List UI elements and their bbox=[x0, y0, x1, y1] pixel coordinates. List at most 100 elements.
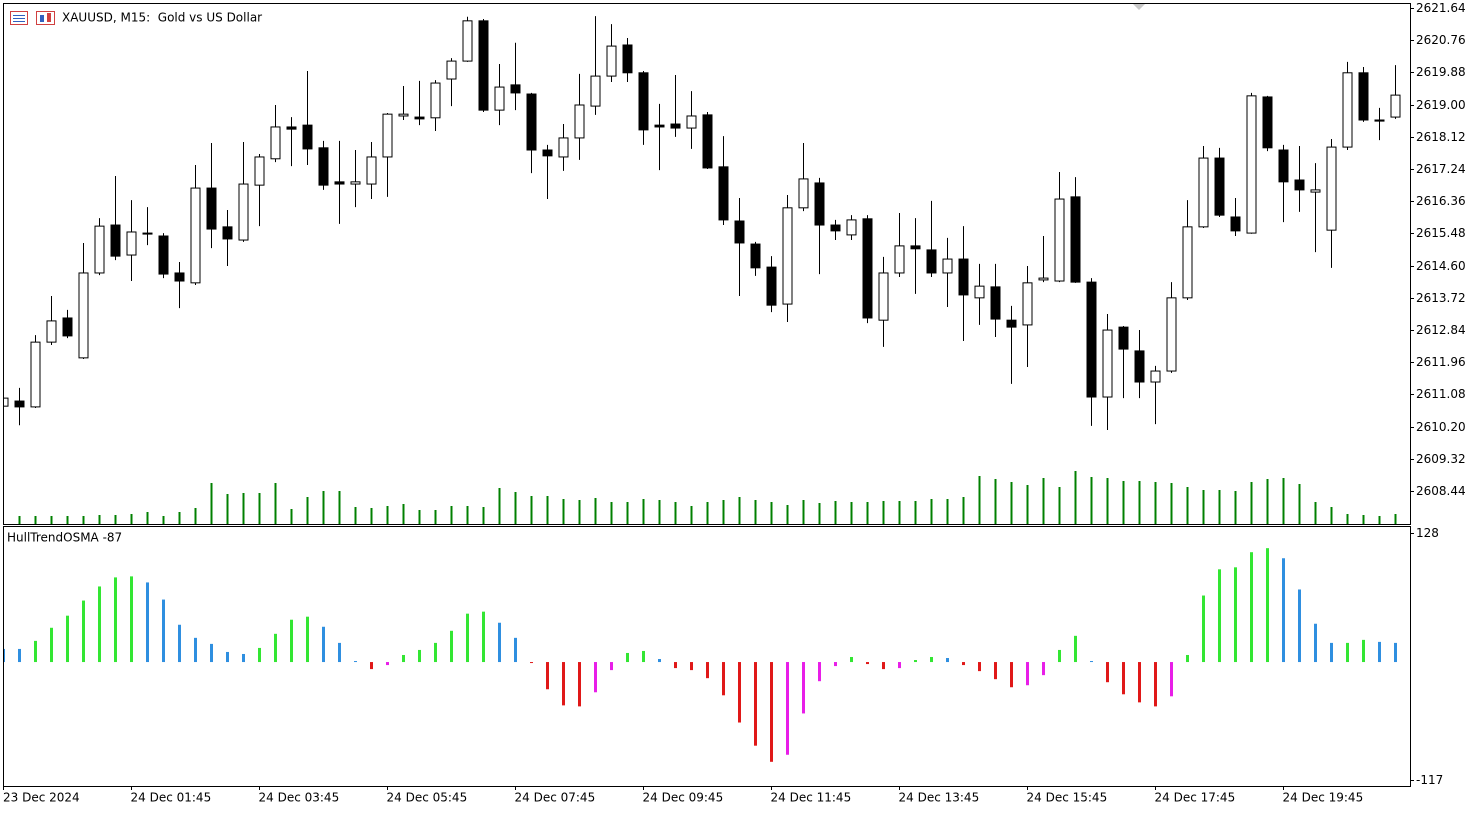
volume-bar bbox=[1330, 507, 1333, 524]
volume-bar bbox=[354, 507, 357, 524]
volume-bar bbox=[1170, 483, 1173, 524]
volume-bar bbox=[50, 516, 53, 524]
histogram-bar bbox=[114, 577, 117, 663]
histogram-bar bbox=[1394, 642, 1397, 663]
candle-body bbox=[366, 156, 377, 185]
volume-bar bbox=[722, 500, 725, 524]
volume-bar bbox=[1282, 478, 1285, 524]
histogram-bar bbox=[1362, 639, 1365, 663]
candle-body bbox=[1118, 326, 1129, 350]
candle-body bbox=[94, 225, 105, 274]
histogram-bar bbox=[402, 654, 405, 663]
x-tick-label: 24 Dec 13:45 bbox=[899, 791, 980, 805]
histogram-bar bbox=[834, 662, 837, 667]
histogram-bar bbox=[82, 600, 85, 663]
y-tick-label: 2616.36 bbox=[1416, 194, 1466, 208]
candle-body bbox=[846, 219, 857, 236]
volume-bar bbox=[1202, 490, 1205, 524]
y-tick-label: 2612.84 bbox=[1416, 323, 1466, 337]
histogram-bar bbox=[1058, 649, 1061, 663]
chart-title: XAUUSD, M15: Gold vs US Dollar bbox=[62, 11, 262, 25]
candle-body bbox=[910, 245, 921, 250]
histogram-bar bbox=[962, 662, 965, 666]
histogram-bar bbox=[1202, 595, 1205, 663]
y-tick-label: 2619.88 bbox=[1416, 65, 1466, 79]
volume-bar bbox=[306, 497, 309, 524]
histogram-bar bbox=[34, 640, 37, 663]
histogram-bar bbox=[674, 662, 677, 669]
y-tick-label: 2610.20 bbox=[1416, 420, 1466, 434]
histogram-bar bbox=[610, 662, 613, 671]
histogram-bar bbox=[498, 622, 501, 663]
histogram-bar bbox=[594, 662, 597, 693]
histogram-bar bbox=[322, 626, 325, 663]
histogram-bar bbox=[50, 627, 53, 663]
x-tick-label: 24 Dec 07:45 bbox=[515, 791, 596, 805]
candle-body bbox=[78, 272, 89, 359]
volume-bar bbox=[866, 502, 869, 524]
y-tick-label: 2615.48 bbox=[1416, 226, 1466, 240]
histogram-bar bbox=[386, 662, 389, 666]
volume-bar bbox=[210, 483, 213, 524]
volume-bar bbox=[82, 516, 85, 524]
candle-body bbox=[798, 178, 809, 209]
candle-body bbox=[62, 317, 73, 337]
volume-bar bbox=[530, 496, 533, 524]
volume-bar bbox=[514, 492, 517, 524]
x-tick-label: 24 Dec 09:45 bbox=[643, 791, 724, 805]
volume-bar bbox=[834, 501, 837, 524]
histogram-bar bbox=[626, 652, 629, 663]
volume-bar bbox=[1298, 484, 1301, 524]
histogram-bar bbox=[98, 586, 101, 663]
volume-bar bbox=[930, 499, 933, 524]
volume-bar bbox=[322, 491, 325, 524]
x-tick-label: 23 Dec 2024 bbox=[3, 791, 80, 805]
histogram-bar bbox=[770, 662, 773, 762]
volume-bar bbox=[546, 496, 549, 524]
candle-body bbox=[558, 137, 569, 158]
histogram-bar bbox=[1266, 548, 1269, 663]
histogram-bar bbox=[418, 649, 421, 663]
volume-bar bbox=[786, 505, 789, 524]
histogram-bar bbox=[370, 662, 373, 670]
histogram-bar bbox=[1378, 641, 1381, 663]
candle-body bbox=[350, 181, 361, 185]
volume-bar bbox=[1074, 471, 1077, 524]
histogram-bar bbox=[466, 613, 469, 663]
histogram-bar bbox=[754, 662, 757, 746]
volume-bar bbox=[370, 508, 373, 524]
candle-body bbox=[158, 235, 169, 275]
volume-bar bbox=[882, 501, 885, 524]
y-tick-label: 2614.60 bbox=[1416, 259, 1466, 273]
candle-body bbox=[174, 272, 185, 282]
volume-bar bbox=[1154, 482, 1157, 524]
y-tick-label: 2611.08 bbox=[1416, 387, 1466, 401]
candle-body bbox=[958, 258, 969, 296]
volume-bar bbox=[162, 516, 165, 524]
volume-bar bbox=[450, 506, 453, 524]
icon bbox=[47, 13, 51, 22]
volume-bar bbox=[1010, 482, 1013, 524]
volume-bar bbox=[418, 510, 421, 524]
candle-body bbox=[1358, 72, 1369, 121]
volume-bar bbox=[898, 501, 901, 524]
candle-body bbox=[110, 224, 121, 257]
candle-body bbox=[590, 75, 601, 107]
y-tick-label: 2611.96 bbox=[1416, 355, 1466, 369]
volume-bar bbox=[1122, 481, 1125, 524]
volume-bar bbox=[562, 499, 565, 524]
volume-bar bbox=[1218, 490, 1221, 524]
candle-body bbox=[1214, 157, 1225, 216]
candle-body bbox=[734, 220, 745, 244]
candle-body bbox=[1022, 282, 1033, 326]
histogram-bar bbox=[738, 662, 741, 723]
candle-body bbox=[238, 183, 249, 241]
candle-body bbox=[894, 245, 905, 274]
histogram-bar bbox=[210, 643, 213, 663]
volume-bar bbox=[642, 499, 645, 524]
histogram-bar bbox=[642, 650, 645, 663]
histogram-bar bbox=[818, 662, 821, 682]
volume-bar bbox=[1026, 485, 1029, 524]
candle-body bbox=[446, 60, 457, 80]
